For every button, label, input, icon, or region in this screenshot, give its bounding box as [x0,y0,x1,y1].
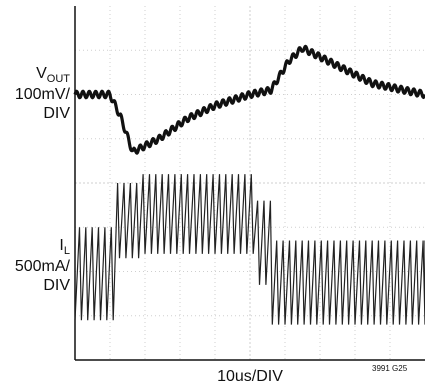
vout-div: DIV [43,105,70,122]
il-symbol: I [59,237,64,254]
vout-subscript: OUT [46,73,70,85]
vout-symbol: V [36,65,47,82]
vout-trace [73,44,425,155]
vout-channel-label: VOUT 100mV/ DIV [0,64,70,123]
vout-scale: 100mV/ [14,86,70,103]
il-scale: 500mA/ [14,258,70,275]
figure-id: 3991 G25 [372,364,408,373]
il-div: DIV [43,277,70,294]
timebase-label: 10us/DIV [217,368,283,385]
il-subscript: L [63,245,70,257]
il-trace [74,174,425,325]
il-channel-label: IL 500mA/ DIV [0,236,70,295]
